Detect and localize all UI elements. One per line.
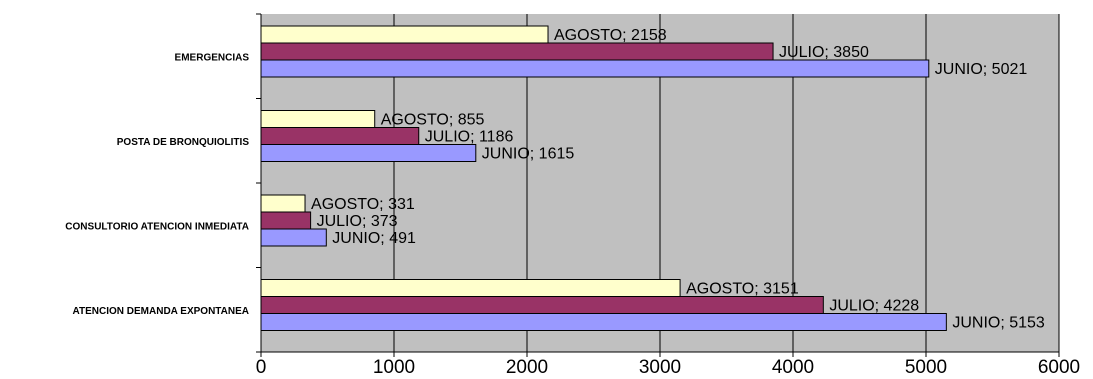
bar: [260, 144, 477, 162]
category-label: POSTA DE BRONQUIOLITIS: [117, 137, 250, 148]
data-label: JULIO; 3850: [779, 44, 869, 61]
bar: [260, 296, 824, 314]
bar: [260, 313, 947, 331]
data-label: JUNIO; 5021: [935, 61, 1028, 78]
bar: [260, 127, 420, 145]
category-label: EMERGENCIAS: [175, 52, 250, 63]
data-label: JULIO; 373: [317, 213, 398, 230]
data-label: JUNIO; 491: [332, 230, 416, 247]
category-label: ATENCION DEMANDA EXPONTANEA: [73, 306, 249, 317]
category-label: CONSULTORIO ATENCION INMEDIATA: [65, 221, 249, 232]
bar: [260, 59, 930, 78]
bar: [260, 110, 376, 128]
value-tick-label: 5000: [905, 357, 947, 378]
bar: [260, 25, 549, 44]
value-tick-label: 2000: [506, 357, 548, 378]
data-label: AGOSTO; 331: [311, 196, 415, 213]
bar: [260, 279, 681, 297]
value-tick-label: 4000: [772, 357, 814, 378]
data-label: JUNIO; 1615: [482, 146, 575, 163]
bar-series: [260, 25, 947, 331]
data-label: AGOSTO; 3151: [686, 281, 799, 298]
data-label: JUNIO; 5153: [952, 315, 1045, 332]
bar: [260, 228, 327, 247]
value-tick-label: 1000: [373, 357, 415, 378]
bar: [260, 211, 312, 230]
data-labels: AGOSTO; 2158 JULIO; 3850 JUNIO; 5021 AGOSTO…: [311, 27, 1045, 332]
bar: [260, 194, 306, 213]
bar: [260, 42, 774, 61]
data-label: JULIO; 4228: [829, 298, 919, 315]
value-axis-ticks: 0 1000 2000 3000 4000 5000 6000: [256, 352, 1080, 378]
data-label: AGOSTO; 2158: [554, 27, 667, 44]
value-tick-label: 3000: [639, 357, 681, 378]
category-axis-labels: EMERGENCIAS POSTA DE BRONQUIOLITIS CONSULT…: [65, 52, 249, 317]
data-label: JULIO; 1186: [425, 129, 514, 146]
value-tick-label: 6000: [1038, 357, 1080, 378]
data-label: AGOSTO; 855: [381, 112, 485, 129]
value-tick-label: 0: [256, 357, 267, 378]
